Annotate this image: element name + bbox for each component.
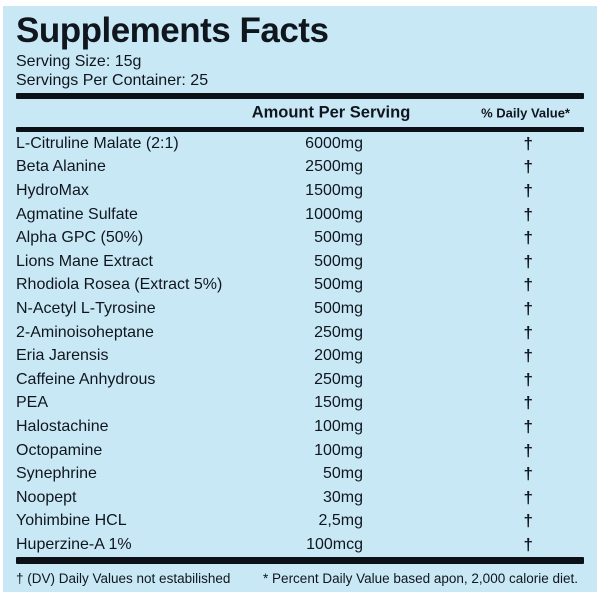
table-row: Agmatine Sulfate 1000mg † xyxy=(16,203,584,227)
ingredient-name: Alpha GPC (50%) xyxy=(16,229,144,247)
table-row: Lions Mane Extract 500mg † xyxy=(16,250,584,274)
ingredient-amount: 2,5mg xyxy=(318,512,363,530)
daily-value-header: % Daily Value* xyxy=(481,105,570,121)
daily-value-dagger: † xyxy=(523,180,533,200)
footnote-daily-values: † (DV) Daily Values not estabilished xyxy=(16,570,231,586)
table-row: HydroMax 1500mg † xyxy=(16,179,584,203)
daily-value-dagger: † xyxy=(523,228,533,248)
ingredient-name: PEA xyxy=(16,394,49,412)
table-row: Caffeine Anhydrous 250mg † xyxy=(16,368,584,392)
ingredient-amount: 50mg xyxy=(322,465,363,483)
ingredient-name: Octopamine xyxy=(16,441,103,459)
ingredient-name: Lions Mane Extract xyxy=(16,252,153,270)
ingredient-name: Rhodiola Rosea (Extract 5%) xyxy=(16,276,223,294)
table-row: Octopamine 100mg † xyxy=(16,439,584,463)
ingredient-table: L-Citruline Malate (2:1) 6000mg † Beta Alan… xyxy=(16,132,584,557)
serving-size: Serving Size: 15g xyxy=(16,53,142,70)
ingredient-amount: 250mg xyxy=(314,370,363,388)
ingredient-amount: 2500mg xyxy=(305,158,363,176)
daily-value-dagger: † xyxy=(523,322,533,342)
ingredient-amount: 100mg xyxy=(314,417,363,435)
ingredient-amount: 150mg xyxy=(314,394,363,412)
daily-value-dagger: † xyxy=(523,133,533,153)
table-row: Beta Alanine 2500mg † xyxy=(16,156,584,180)
table-header: Amount Per Serving % Daily Value* xyxy=(16,99,584,127)
daily-value-dagger: † xyxy=(523,369,533,389)
footnote-percent-dv: * Percent Daily Value based apon, 2,000 … xyxy=(263,570,578,586)
ingredient-name: Caffeine Anhydrous xyxy=(16,370,156,388)
ingredient-name: 2-Aminoisoheptane xyxy=(16,323,154,341)
table-row: Noopept 30mg † xyxy=(16,486,584,510)
ingredient-amount: 6000mg xyxy=(305,134,363,152)
daily-value-dagger: † xyxy=(523,393,533,413)
ingredient-amount: 30mg xyxy=(322,488,363,506)
daily-value-dagger: † xyxy=(523,346,533,366)
amount-per-serving-header: Amount Per Serving xyxy=(251,103,411,122)
ingredient-name: Yohimbine HCL xyxy=(16,512,127,530)
daily-value-dagger: † xyxy=(523,298,533,318)
ingredient-amount: 200mg xyxy=(314,347,363,365)
divider-top-rule xyxy=(16,93,584,99)
table-row: Halostachine 100mg † xyxy=(16,415,584,439)
table-row: L-Citruline Malate (2:1) 6000mg † xyxy=(16,132,584,156)
daily-value-dagger: † xyxy=(523,157,533,177)
ingredient-amount: 100mg xyxy=(314,441,363,459)
daily-value-dagger: † xyxy=(523,416,533,436)
ingredient-amount: 100mcg xyxy=(306,535,363,553)
table-row: Alpha GPC (50%) 500mg † xyxy=(16,226,584,250)
table-row: Huperzine-A 1% 100mcg † xyxy=(16,533,584,557)
ingredient-name: Halostachine xyxy=(16,417,109,435)
divider-bottom-rule xyxy=(16,556,584,564)
table-row: 2-Aminoisoheptane 250mg † xyxy=(16,321,584,345)
daily-value-dagger: † xyxy=(523,440,533,460)
table-row: N-Acetyl L-Tyrosine 500mg † xyxy=(16,297,584,321)
servings-per-container: Servings Per Container: 25 xyxy=(16,72,209,89)
ingredient-amount: 500mg xyxy=(314,229,363,247)
supplement-facts-label: Supplements Facts Serving Size: 15g Serv… xyxy=(3,6,597,592)
daily-value-dagger: † xyxy=(523,511,533,531)
daily-value-dagger: † xyxy=(523,251,533,271)
ingredient-name: HydroMax xyxy=(16,181,89,199)
page-title: Supplements Facts xyxy=(16,11,329,50)
ingredient-amount: 1500mg xyxy=(305,181,363,199)
table-row: Synephrine 50mg † xyxy=(16,462,584,486)
table-row: Eria Jarensis 200mg † xyxy=(16,344,584,368)
table-row: Yohimbine HCL 2,5mg † xyxy=(16,510,584,534)
ingredient-name: Noopept xyxy=(16,488,77,506)
ingredient-amount: 500mg xyxy=(314,299,363,317)
ingredient-amount: 500mg xyxy=(314,252,363,270)
ingredient-name: L-Citruline Malate (2:1) xyxy=(16,134,179,152)
ingredient-amount: 250mg xyxy=(314,323,363,341)
ingredient-name: Eria Jarensis xyxy=(16,347,109,365)
daily-value-dagger: † xyxy=(523,275,533,295)
daily-value-dagger: † xyxy=(523,487,533,507)
table-row: Rhodiola Rosea (Extract 5%) 500mg † xyxy=(16,274,584,298)
daily-value-dagger: † xyxy=(523,534,533,554)
ingredient-name: Agmatine Sulfate xyxy=(16,205,138,223)
ingredient-amount: 500mg xyxy=(314,276,363,294)
ingredient-name: Huperzine-A 1% xyxy=(16,535,132,553)
ingredient-amount: 1000mg xyxy=(305,205,363,223)
ingredient-name: Synephrine xyxy=(16,465,97,483)
daily-value-dagger: † xyxy=(523,204,533,224)
daily-value-dagger: † xyxy=(523,464,533,484)
ingredient-name: Beta Alanine xyxy=(16,158,106,176)
divider-header-rule xyxy=(16,127,584,132)
table-row: PEA 150mg † xyxy=(16,392,584,416)
footnotes: † (DV) Daily Values not estabilished * P… xyxy=(16,564,584,586)
ingredient-name: N-Acetyl L-Tyrosine xyxy=(16,299,156,317)
